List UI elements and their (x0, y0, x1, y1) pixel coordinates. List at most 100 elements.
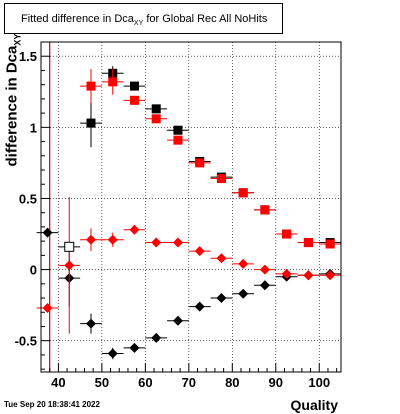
data-point (254, 264, 276, 275)
diamond-marker (86, 234, 96, 245)
data-point (210, 293, 233, 304)
diamond-marker (172, 315, 183, 326)
x-tick-label: 100 (308, 375, 330, 390)
data-point (58, 197, 81, 334)
y-tick-label: 0.5 (19, 191, 37, 206)
x-tick-label: 70 (182, 375, 196, 390)
data-point (145, 332, 168, 343)
diamond-marker (86, 318, 96, 329)
data-point (254, 280, 276, 291)
square-marker (303, 238, 313, 248)
y-label-prefix: difference in Dca (3, 45, 21, 167)
data-point (232, 188, 255, 198)
diamond-marker (151, 237, 162, 248)
data-point (232, 288, 255, 299)
data-point (188, 246, 211, 257)
data-point (145, 104, 168, 114)
title-prefix: Fitted difference in Dca (21, 13, 134, 25)
square-marker (325, 239, 335, 249)
data-point (167, 125, 189, 135)
data-point (167, 135, 189, 145)
y-axis-label: difference in DcaXY (3, 33, 23, 167)
data-point (297, 238, 320, 248)
diamond-marker (42, 227, 53, 238)
square-marker (151, 114, 161, 124)
data-point (123, 95, 146, 105)
chart-title: Fitted difference in DcaXY for Global Re… (21, 13, 267, 27)
data-point (80, 69, 102, 104)
timestamp: Tue Sep 20 18:38:41 2022 (4, 400, 100, 409)
diamond-marker (107, 234, 118, 245)
data-point (210, 253, 233, 264)
y-tick-label: 1.5 (19, 49, 37, 64)
diamond-marker (325, 270, 336, 281)
title-suffix: for Global Rec All NoHits (143, 13, 268, 25)
data-point (101, 69, 124, 95)
data-point (319, 239, 341, 249)
square-marker (238, 188, 248, 198)
diamond-marker (238, 288, 249, 299)
data-point (123, 342, 146, 353)
square-marker (86, 118, 96, 128)
square-marker (195, 158, 205, 168)
square-marker (86, 81, 96, 91)
diamond-marker (151, 332, 162, 343)
data-point (80, 228, 102, 252)
x-tick-label: 50 (95, 375, 109, 390)
diamond-marker (172, 237, 183, 248)
title-subscript: XY (133, 20, 144, 28)
square-marker (151, 104, 161, 114)
diamond-marker (259, 264, 270, 275)
data-point (297, 270, 320, 281)
diamond-marker (129, 342, 140, 353)
diamond-marker (107, 348, 118, 359)
square-marker (108, 77, 118, 87)
square-marker (260, 205, 270, 215)
data-point (188, 158, 211, 168)
square-marker (129, 81, 139, 91)
data-point (80, 313, 102, 334)
y-tick-label: 1 (30, 120, 37, 135)
data-point (319, 270, 341, 281)
x-tick-label: 90 (269, 375, 283, 390)
data-point (275, 229, 298, 239)
grid-lines (41, 42, 341, 372)
square-marker (173, 135, 183, 145)
data-point (167, 315, 189, 326)
diamond-marker (216, 293, 227, 304)
data-point (145, 237, 168, 248)
data-point (80, 98, 102, 148)
diamond-marker (129, 224, 140, 235)
x-tick-label: 40 (51, 375, 65, 390)
data-point (188, 301, 211, 312)
diamond-marker (194, 246, 205, 257)
data-point (123, 224, 146, 235)
y-label-subscript: XY (12, 33, 23, 46)
square-marker (216, 174, 226, 184)
y-tick-label: 0 (30, 263, 37, 278)
plot-frame (40, 41, 342, 373)
diamond-marker (259, 280, 270, 291)
square-marker (64, 241, 75, 252)
data-point (232, 258, 255, 269)
diamond-marker (216, 253, 227, 264)
diamond-marker (238, 258, 249, 269)
y-tick-label: -0.5 (15, 334, 37, 349)
data-point (36, 227, 59, 238)
axis-ticks: 40 50 60 70 80 90 100 -0.5 0 0.5 1 1.5 (15, 49, 338, 390)
data-point (254, 205, 276, 215)
data-point (58, 241, 81, 252)
diamond-marker (303, 270, 314, 281)
diamond-marker (194, 301, 205, 312)
diamond-marker (42, 302, 53, 313)
x-tick-label: 60 (138, 375, 152, 390)
x-tick-label: 80 (225, 375, 239, 390)
data-point (123, 81, 146, 91)
square-marker (173, 125, 183, 135)
data-point (101, 347, 124, 360)
square-marker (129, 95, 139, 105)
chart-title-box: Fitted difference in DcaXY for Global Re… (4, 3, 283, 34)
data-points (36, 66, 341, 360)
data-point (36, 302, 59, 313)
